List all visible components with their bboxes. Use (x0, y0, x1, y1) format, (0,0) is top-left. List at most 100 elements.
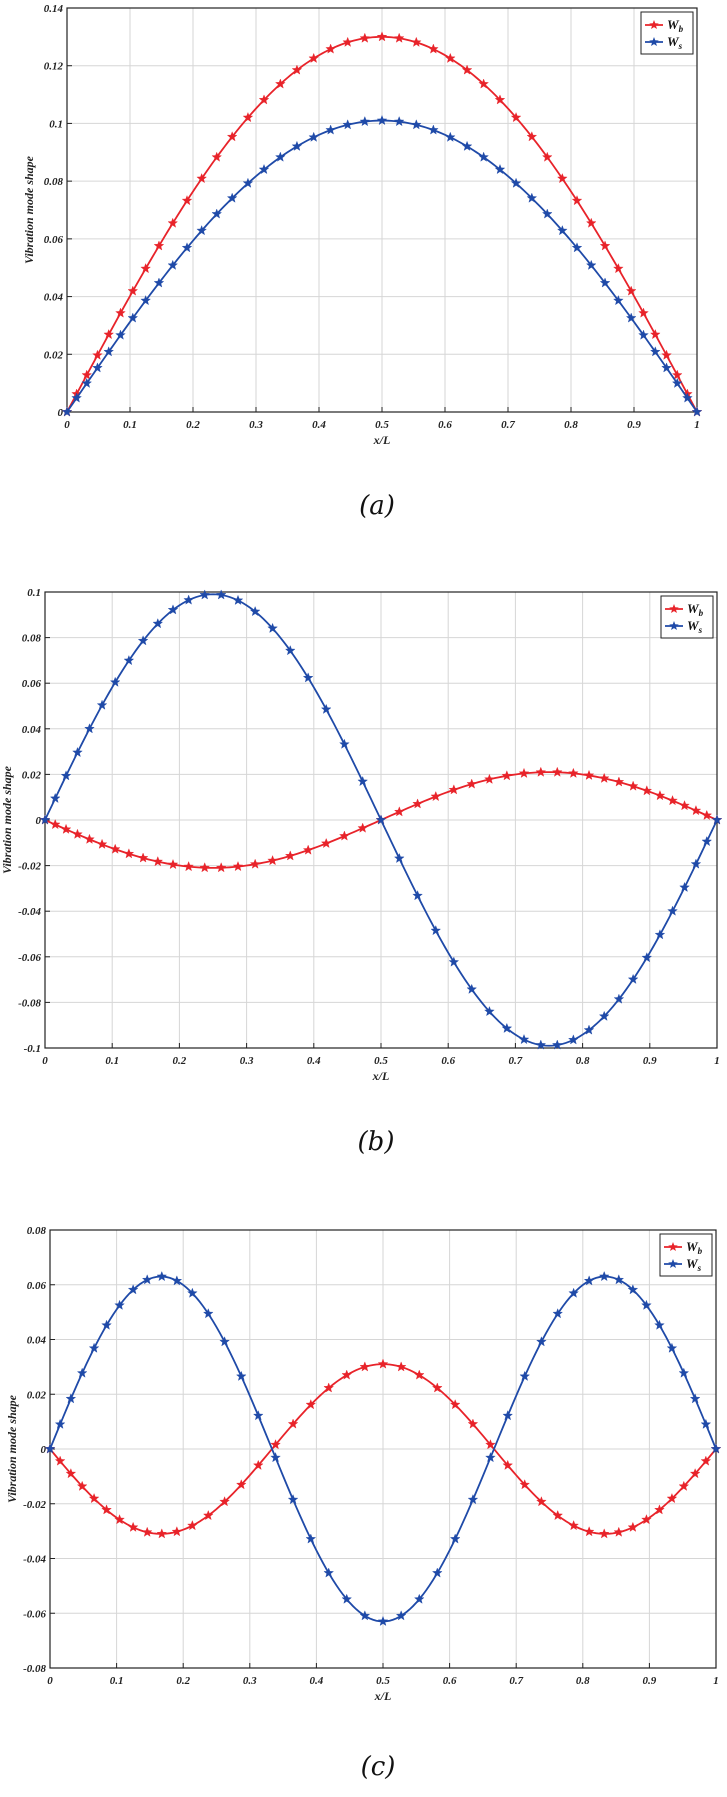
data-point (156, 1270, 168, 1282)
x-tick-label: 0.1 (110, 1675, 124, 1687)
data-point (127, 1521, 139, 1532)
y-axis-label: Vibration mode shape (0, 765, 14, 874)
data-point (127, 312, 139, 323)
data-point (54, 1418, 66, 1429)
legend-marker (649, 20, 659, 30)
data-point (359, 116, 371, 127)
data-point (181, 242, 193, 253)
data-point (430, 925, 442, 936)
y-tick-label: 0.04 (44, 292, 64, 304)
data-point (501, 770, 513, 781)
data-point (167, 217, 179, 228)
y-tick-label: -0.06 (18, 952, 41, 964)
data-point (88, 1342, 100, 1353)
data-point (625, 312, 637, 323)
x-tick-label: 0 (64, 419, 70, 431)
panel-caption: (b) (358, 1127, 395, 1157)
data-point (650, 328, 661, 340)
x-tick-label: 0.1 (105, 1055, 119, 1067)
panel-caption: (a) (359, 491, 395, 521)
legend-box (659, 1233, 713, 1277)
data-point (689, 1393, 701, 1404)
data-point (215, 589, 227, 600)
data-point (140, 263, 151, 274)
data-point (96, 838, 108, 849)
data-point (199, 862, 211, 873)
x-axis-label: x/L (372, 1069, 390, 1083)
data-point (232, 594, 244, 605)
data-point (393, 32, 405, 43)
y-tick-label: -0.02 (18, 861, 41, 873)
data-point (302, 672, 314, 683)
data-point (219, 1336, 230, 1347)
data-point (39, 814, 51, 825)
y-tick-label: 0.04 (27, 1335, 47, 1347)
data-point (585, 217, 597, 228)
data-point (258, 94, 270, 105)
data-point (431, 1567, 443, 1578)
data-point (613, 993, 625, 1004)
x-tick-label: 0.4 (310, 1675, 324, 1687)
data-point (167, 259, 179, 270)
data-point (137, 635, 149, 646)
data-point (377, 1615, 389, 1626)
data-point (710, 1443, 722, 1454)
data-point (242, 112, 254, 123)
data-point (219, 1496, 230, 1507)
data-point (49, 818, 61, 830)
y-axis-label: Vibration mode shape (5, 1394, 19, 1503)
data-point (510, 112, 522, 123)
data-point (510, 177, 522, 188)
data-point (494, 163, 506, 175)
data-point (211, 151, 223, 162)
x-tick-label: 1 (694, 419, 700, 431)
y-tick-label: 0.1 (27, 587, 41, 599)
y-tick-label: 0 (41, 1444, 47, 1456)
data-point (627, 1284, 639, 1295)
data-point (411, 119, 422, 130)
legend-subscript: b (698, 1246, 703, 1256)
x-tick-label: 0.8 (576, 1675, 590, 1687)
data-point (320, 703, 332, 714)
data-point (599, 277, 611, 288)
x-tick-label: 0.5 (375, 419, 389, 431)
data-point (536, 1496, 547, 1507)
data-point (599, 240, 611, 251)
x-tick-label: 0.4 (312, 419, 326, 431)
data-point (625, 285, 637, 296)
data-point (431, 1382, 443, 1393)
data-point (552, 1308, 564, 1319)
data-point (484, 773, 495, 784)
data-point (691, 406, 703, 417)
data-point (305, 1533, 317, 1544)
data-point (81, 369, 93, 380)
y-tick-label: 0.04 (22, 724, 42, 736)
y-tick-label: 0 (58, 407, 64, 419)
data-point (583, 769, 595, 780)
data-point (690, 805, 702, 816)
data-point (215, 862, 227, 873)
data-point (127, 285, 139, 296)
legend-subscript: b (679, 24, 684, 34)
plot-frame (66, 7, 698, 413)
data-point (679, 800, 690, 811)
data-point (583, 1526, 595, 1537)
data-point (60, 770, 72, 781)
x-tick-label: 0.7 (509, 1675, 523, 1687)
data-point (700, 1455, 712, 1466)
data-point (156, 1528, 168, 1539)
data-point (448, 956, 460, 967)
data-point (72, 828, 83, 839)
data-point (275, 78, 286, 89)
x-tick-label: 0 (42, 1055, 48, 1067)
data-point (115, 329, 126, 340)
data-point (72, 746, 83, 758)
x-tick-label: 0.6 (441, 1055, 455, 1067)
data-point (115, 307, 126, 318)
data-point (568, 767, 579, 778)
data-point (339, 738, 350, 749)
data-point (394, 806, 405, 817)
legend-subscript: s (697, 1263, 702, 1273)
